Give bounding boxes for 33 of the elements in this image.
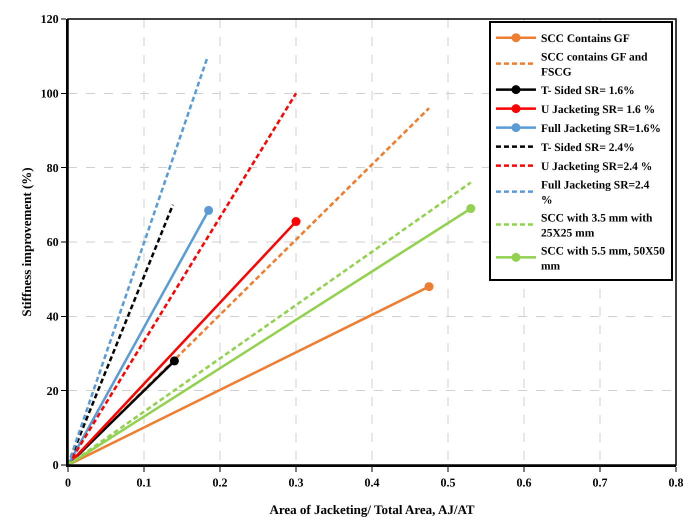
legend-label: SCC with 5.5 mm, 50X50 mm bbox=[540, 245, 666, 272]
y-tick-label: 20 bbox=[46, 384, 59, 398]
legend-label: Full Jacketing SR=2.4 % bbox=[540, 180, 650, 207]
legend-label: T- Sided SR= 1.6% bbox=[540, 85, 635, 98]
x-tick-label: 0.5 bbox=[440, 475, 456, 490]
legend-label: U Jacketing SR=2.4 % bbox=[540, 161, 652, 174]
x-tick-label: 0.8 bbox=[668, 475, 684, 490]
legend-label: Full Jacketing SR=1.6% bbox=[540, 123, 661, 136]
legend-label: SCC with 3.5 mm with 25X25 mm bbox=[540, 212, 654, 240]
point bbox=[424, 282, 434, 292]
y-tick-label: 0 bbox=[52, 458, 59, 472]
y-axis-title: Stiffness improvement (%) bbox=[19, 167, 34, 317]
legend-label: T- Sided SR= 2.4% bbox=[540, 142, 635, 154]
x-tick-label: 0.2 bbox=[212, 475, 228, 490]
x-tick-label: 0.1 bbox=[136, 475, 152, 490]
y-tick-label: 80 bbox=[46, 160, 59, 175]
point bbox=[466, 204, 476, 214]
legend-label: U Jacketing SR= 1.6 % bbox=[540, 104, 656, 116]
point bbox=[170, 356, 179, 366]
y-tick-label: 120 bbox=[40, 12, 59, 26]
y-tick-label: 100 bbox=[40, 86, 59, 101]
x-axis-title: Area of Jacketing/ Total Area, AJ/AT bbox=[269, 502, 475, 517]
legend-label: SCC contains GF and FSCG bbox=[540, 52, 648, 79]
x-tick-label: 0.3 bbox=[288, 475, 304, 490]
y-tick-label: 60 bbox=[46, 235, 59, 250]
y-tick-label: 40 bbox=[46, 310, 59, 324]
point bbox=[204, 206, 214, 215]
x-tick-label: 0.4 bbox=[364, 475, 380, 490]
legend-label: SCC Contains GF bbox=[540, 33, 630, 46]
x-tick-label: 0 bbox=[65, 475, 71, 490]
x-tick-label: 0.6 bbox=[516, 475, 532, 490]
point bbox=[292, 217, 300, 226]
x-tick-label: 0.7 bbox=[592, 475, 608, 490]
